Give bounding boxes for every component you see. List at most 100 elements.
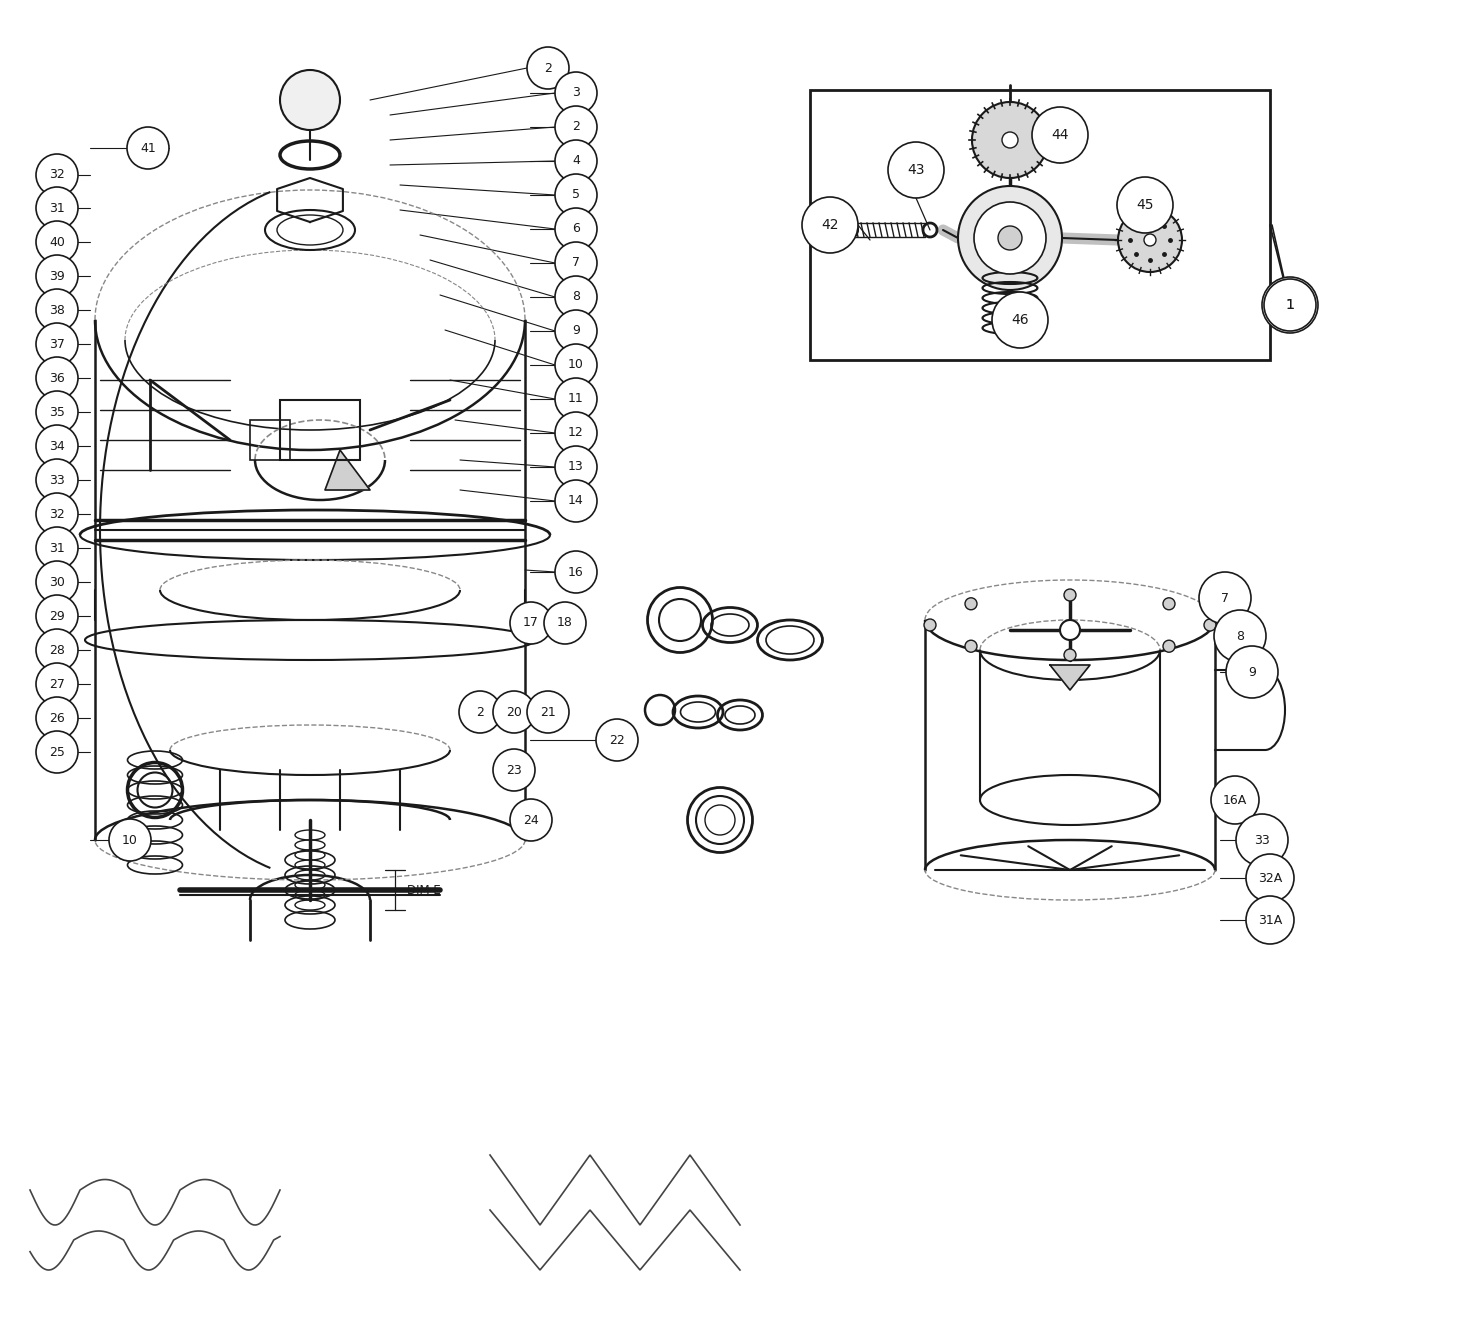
Circle shape — [958, 186, 1062, 289]
Text: 8: 8 — [1235, 630, 1244, 642]
Text: 35: 35 — [49, 406, 65, 418]
Circle shape — [555, 243, 598, 284]
Text: 10: 10 — [122, 833, 138, 847]
Text: 32: 32 — [49, 508, 65, 520]
Circle shape — [555, 276, 598, 318]
Circle shape — [544, 602, 586, 645]
Circle shape — [965, 641, 977, 653]
Text: DIM E: DIM E — [406, 883, 440, 896]
Text: 8: 8 — [572, 291, 580, 303]
Text: 31: 31 — [49, 201, 65, 214]
Text: 29: 29 — [49, 610, 65, 623]
Text: 23: 23 — [506, 764, 522, 776]
Circle shape — [36, 493, 79, 535]
Text: 7: 7 — [1221, 591, 1229, 604]
Circle shape — [36, 697, 79, 738]
Circle shape — [1264, 279, 1315, 331]
Bar — [810, 90, 1269, 360]
Circle shape — [1003, 133, 1017, 147]
Text: 9: 9 — [572, 324, 580, 338]
Circle shape — [998, 226, 1022, 251]
Text: 22: 22 — [610, 733, 624, 746]
Circle shape — [280, 70, 340, 130]
Circle shape — [555, 208, 598, 251]
Text: 28: 28 — [49, 643, 65, 657]
Text: 31: 31 — [49, 541, 65, 555]
Circle shape — [555, 480, 598, 523]
Circle shape — [888, 142, 945, 198]
Circle shape — [1163, 598, 1175, 610]
Circle shape — [36, 663, 79, 705]
Text: 25: 25 — [49, 745, 65, 758]
Circle shape — [965, 598, 977, 610]
Text: 41: 41 — [139, 142, 156, 154]
Circle shape — [128, 127, 169, 169]
Circle shape — [555, 72, 598, 114]
Circle shape — [510, 602, 552, 645]
Circle shape — [36, 188, 79, 229]
Text: 16A: 16A — [1223, 793, 1247, 807]
Text: 9: 9 — [1249, 666, 1256, 678]
Circle shape — [555, 106, 598, 147]
Circle shape — [555, 344, 598, 386]
Circle shape — [36, 561, 79, 603]
Circle shape — [492, 691, 535, 733]
Text: 27: 27 — [49, 678, 65, 690]
Circle shape — [555, 446, 598, 488]
Text: 43: 43 — [908, 163, 925, 177]
Circle shape — [36, 356, 79, 399]
Text: 36: 36 — [49, 371, 65, 385]
Circle shape — [1235, 813, 1289, 866]
Circle shape — [36, 221, 79, 263]
Circle shape — [1204, 619, 1216, 631]
Circle shape — [36, 628, 79, 671]
Polygon shape — [1050, 665, 1090, 690]
Text: 2: 2 — [476, 705, 483, 718]
Circle shape — [1215, 610, 1266, 662]
Circle shape — [1163, 641, 1175, 653]
Circle shape — [1226, 646, 1278, 698]
Text: 32: 32 — [49, 169, 65, 181]
Text: 10: 10 — [568, 359, 584, 371]
Circle shape — [108, 819, 151, 862]
Text: 14: 14 — [568, 494, 584, 508]
Circle shape — [555, 551, 598, 594]
Text: 46: 46 — [1011, 314, 1029, 327]
Text: 40: 40 — [49, 236, 65, 248]
Text: 13: 13 — [568, 461, 584, 473]
Text: 38: 38 — [49, 303, 65, 316]
Text: 24: 24 — [523, 813, 538, 827]
Text: 1: 1 — [1286, 297, 1295, 312]
Text: 21: 21 — [540, 705, 556, 718]
Circle shape — [1212, 776, 1259, 824]
Circle shape — [1060, 620, 1080, 641]
Circle shape — [1032, 107, 1089, 163]
Circle shape — [992, 292, 1048, 348]
Circle shape — [36, 323, 79, 364]
Circle shape — [555, 139, 598, 182]
Text: 34: 34 — [49, 440, 65, 453]
Circle shape — [510, 799, 552, 842]
Circle shape — [1063, 590, 1077, 602]
Circle shape — [492, 749, 535, 791]
Text: 12: 12 — [568, 426, 584, 440]
Text: 45: 45 — [1136, 198, 1154, 212]
Circle shape — [36, 527, 79, 570]
Text: 17: 17 — [523, 616, 538, 630]
Circle shape — [555, 378, 598, 419]
Circle shape — [924, 619, 936, 631]
Text: 6: 6 — [572, 222, 580, 236]
Circle shape — [1143, 234, 1157, 247]
Text: 26: 26 — [49, 712, 65, 725]
Circle shape — [1117, 177, 1173, 233]
Text: 37: 37 — [49, 338, 65, 351]
Circle shape — [596, 720, 638, 761]
Circle shape — [1118, 208, 1182, 272]
Circle shape — [1063, 649, 1077, 661]
Text: 44: 44 — [1051, 129, 1069, 142]
Circle shape — [974, 202, 1046, 273]
Text: 30: 30 — [49, 575, 65, 588]
Text: 33: 33 — [49, 473, 65, 486]
Circle shape — [36, 732, 79, 773]
Circle shape — [555, 411, 598, 454]
